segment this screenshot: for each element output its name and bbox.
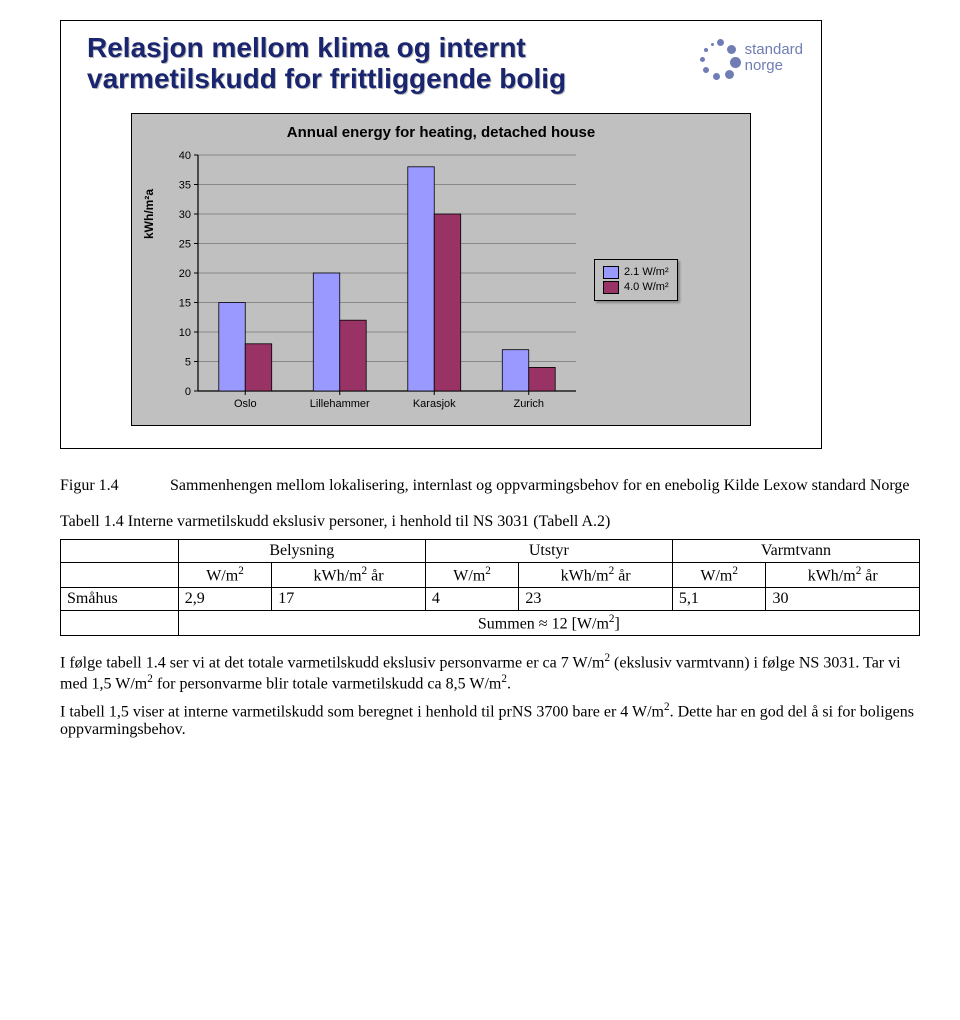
table-unit-header: kWh/m2 år [519,562,673,587]
table-unit-header: W/m2 [425,562,519,587]
svg-text:Karasjok: Karasjok [413,398,456,410]
table-cell [61,610,179,635]
svg-text:40: 40 [179,150,191,162]
chart-plot-area: 0 5 10 15 20 25 30 35 40 Oslo Lillehammer Karasjok Z… [162,149,582,419]
chart-panel: Annual energy for heating, detached hous… [131,113,751,426]
legend-swatch [603,281,619,294]
logo-text-top: standard [745,41,803,58]
slide-frame: Relasjon mellom klima og internt varmeti… [60,20,822,449]
table-group-header: Utstyr [425,539,672,562]
paragraph-2: I tabell 1,5 viser at interne varmetilsk… [60,701,920,739]
table-unit-header: kWh/m2 år [272,562,426,587]
paragraph-1: I følge tabell 1.4 ser vi at det totale … [60,652,920,693]
svg-text:15: 15 [179,297,191,309]
p1-seg-c: for personvarme blir totale varmetilskud… [153,675,502,692]
svg-text:5: 5 [185,356,191,368]
figure-caption-label: Figur 1.4 [60,477,170,495]
svg-text:Lillehammer: Lillehammer [310,398,370,410]
svg-text:20: 20 [179,268,191,280]
svg-text:0: 0 [185,386,191,398]
slide-header: Relasjon mellom klima og internt varmeti… [61,21,821,101]
standard-norge-logo: standard norge [697,33,803,79]
p1-seg-d: . [507,675,511,692]
table-sum-cell: Summen ≈ 12 [W/m2] [178,610,919,635]
table-cell: 5,1 [672,587,766,610]
chart-legend: 2.1 W/m² 4.0 W/m² [594,259,678,301]
table-group-header: Varmtvann [672,539,919,562]
table-group-header [61,539,179,562]
table-cell: 4 [425,587,519,610]
legend-row: 2.1 W/m² [603,266,669,279]
svg-text:25: 25 [179,238,191,250]
p2-seg-a: I tabell 1,5 viser at interne varmetilsk… [60,703,664,720]
logo-dots-icon [697,37,739,79]
svg-text:Oslo: Oslo [234,398,257,410]
table-unit-header: W/m2 [178,562,272,587]
svg-text:10: 10 [179,327,191,339]
figure-caption: Figur 1.4 Sammenhengen mellom lokaliseri… [60,477,920,495]
legend-label: 2.1 W/m² [624,266,669,278]
slide-title-line1: Relasjon mellom klima og internt [87,32,526,63]
svg-text:35: 35 [179,179,191,191]
svg-text:Zurich: Zurich [513,398,544,410]
data-table: BelysningUtstyrVarmtvannW/m2kWh/m2 årW/m… [60,539,920,637]
table-unit-header: kWh/m2 år [766,562,920,587]
table-group-header: Belysning [178,539,425,562]
svg-text:30: 30 [179,209,191,221]
chart-ylabel: kWh/m²a [142,189,156,239]
chart-body: kWh/m²a 0 5 10 15 20 25 30 35 40 Oslo Lillehammer K… [142,149,740,419]
table-cell: 2,9 [178,587,272,610]
table-unit-header: W/m2 [672,562,766,587]
table-cell: Småhus [61,587,179,610]
slide-title-line2: varmetilskudd for frittliggende bolig [87,63,566,94]
legend-swatch [603,266,619,279]
table-unit-header [61,562,179,587]
logo-text: standard norge [745,42,803,74]
bar-chart-svg: 0 5 10 15 20 25 30 35 40 Oslo Lillehammer Karasjok Z… [162,149,582,419]
legend-label: 4.0 W/m² [624,281,669,293]
table-caption: Tabell 1.4 Interne varmetilskudd ekslusi… [60,513,920,531]
table-cell: 30 [766,587,920,610]
chart-title: Annual energy for heating, detached hous… [142,124,740,141]
legend-row: 4.0 W/m² [603,281,669,294]
p1-seg-a: I følge tabell 1.4 ser vi at det totale … [60,655,604,672]
logo-text-bottom: norge [745,57,783,74]
slide-title: Relasjon mellom klima og internt varmeti… [87,33,697,95]
table-cell: 23 [519,587,673,610]
table-cell: 17 [272,587,426,610]
figure-caption-text: Sammenhengen mellom lokalisering, intern… [170,477,920,495]
